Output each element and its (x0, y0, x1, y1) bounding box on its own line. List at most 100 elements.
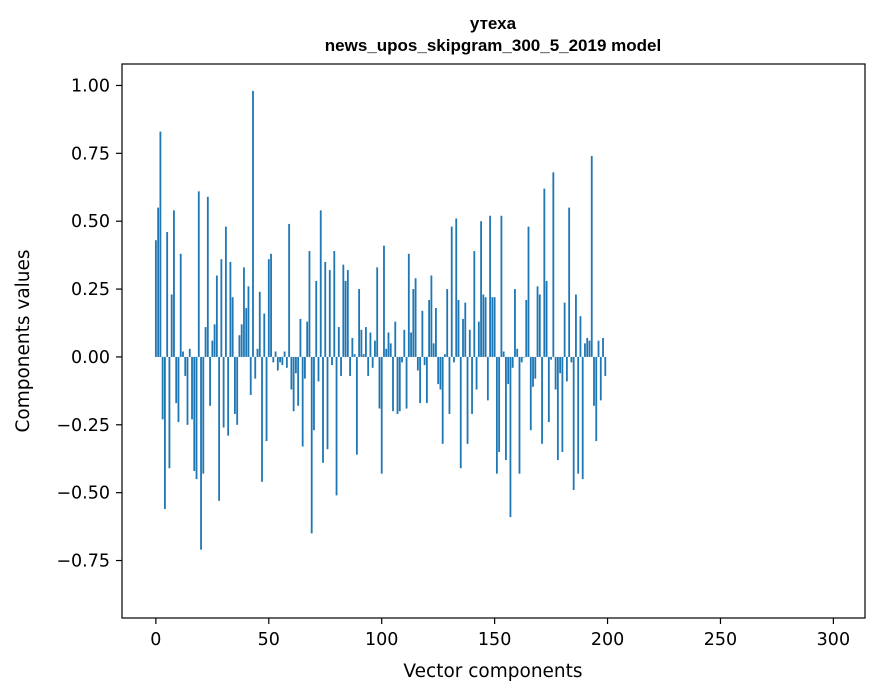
bar-component-163 (523, 356, 525, 358)
bar-component-4 (164, 356, 166, 509)
bar-component-108 (398, 356, 401, 412)
bar-component-31 (224, 226, 227, 357)
bar-component-57 (283, 351, 286, 357)
bar-component-120 (425, 356, 428, 404)
bar-component-196 (597, 340, 600, 357)
bar-component-87 (351, 337, 354, 357)
bar-component-111 (405, 356, 408, 409)
bar-component-154 (502, 351, 505, 357)
bar-component-66 (304, 356, 306, 379)
bar-component-39 (243, 267, 245, 357)
y-tick-label: 0.00 (71, 348, 110, 368)
bar-component-137 (464, 302, 467, 357)
bar-component-157 (509, 356, 512, 518)
bar-component-60 (290, 356, 293, 390)
bar-component-30 (222, 356, 225, 428)
x-tick-label: 300 (817, 630, 850, 650)
bar-component-165 (527, 226, 530, 357)
bar-component-85 (346, 270, 349, 357)
bar-component-171 (541, 356, 543, 444)
bar-component-189 (581, 356, 584, 480)
bar-component-147 (486, 356, 489, 401)
bar-component-129 (446, 289, 449, 357)
bar-component-72 (317, 356, 320, 382)
bar-component-47 (261, 356, 263, 482)
bar-component-53 (274, 351, 277, 357)
bar-component-114 (412, 289, 415, 357)
bar-component-14 (186, 356, 189, 425)
bar-component-102 (385, 348, 388, 357)
y-tick-label: 0.75 (71, 144, 110, 164)
bar-component-185 (572, 356, 575, 490)
bar-component-193 (590, 156, 593, 357)
bar-component-1 (157, 207, 160, 357)
bar-component-123 (432, 343, 435, 357)
y-axis-label: Components values (13, 249, 34, 432)
bar-component-99 (378, 356, 381, 409)
bar-component-20 (200, 356, 202, 550)
bar-component-184 (570, 356, 573, 363)
bar-component-79 (333, 251, 336, 357)
bar-component-166 (529, 356, 532, 431)
bar-component-139 (468, 329, 471, 357)
bar-component-118 (421, 310, 424, 357)
bar-component-146 (484, 297, 487, 357)
bar-series (154, 90, 607, 550)
bar-component-176 (552, 172, 555, 357)
bar-component-71 (315, 280, 318, 357)
bar-component-6 (168, 356, 171, 469)
bar-component-5 (166, 232, 169, 357)
bar-component-91 (360, 329, 363, 357)
bar-component-105 (392, 356, 394, 412)
bar-component-117 (419, 356, 422, 404)
bar-component-29 (220, 259, 223, 357)
bar-component-194 (593, 356, 595, 406)
bar-component-45 (256, 348, 259, 357)
bar-component-54 (276, 356, 279, 371)
bar-component-89 (355, 356, 358, 455)
bar-component-174 (547, 356, 550, 423)
bar-component-191 (586, 337, 589, 357)
bar-component-104 (389, 343, 392, 357)
bar-component-92 (362, 354, 365, 357)
bar-component-112 (407, 253, 410, 357)
bar-component-149 (491, 297, 494, 357)
bar-component-122 (430, 275, 433, 357)
bar-component-63 (297, 356, 300, 406)
bar-component-19 (197, 191, 200, 357)
bar-component-195 (595, 356, 598, 442)
bar-component-25 (211, 340, 214, 357)
y-tick-label: −0.25 (56, 416, 110, 436)
bar-component-126 (439, 356, 442, 390)
bar-component-59 (288, 223, 291, 357)
bar-component-98 (376, 267, 379, 357)
bar-component-88 (353, 354, 356, 357)
bar-component-48 (263, 313, 266, 357)
bar-component-160 (516, 348, 519, 357)
bar-component-192 (588, 340, 591, 357)
x-tick-label: 200 (591, 630, 624, 650)
bar-component-124 (435, 308, 437, 357)
bar-component-97 (374, 340, 376, 357)
bar-component-9 (175, 356, 178, 404)
bar-component-128 (444, 354, 446, 357)
bar-component-82 (340, 356, 342, 376)
bar-component-42 (249, 356, 252, 395)
bar-component-121 (428, 299, 431, 357)
bar-component-2 (159, 131, 162, 357)
bar-component-127 (441, 356, 444, 444)
bar-component-24 (209, 356, 211, 406)
x-tick-label: 0 (150, 630, 161, 650)
bar-component-32 (227, 356, 230, 436)
bar-component-65 (301, 356, 304, 447)
bar-component-175 (550, 356, 552, 360)
bar-component-136 (462, 318, 464, 357)
bar-component-40 (245, 308, 248, 357)
bar-component-168 (534, 356, 537, 379)
bar-component-144 (480, 221, 482, 357)
bar-component-130 (448, 356, 451, 414)
bar-component-35 (234, 356, 236, 414)
bar-component-179 (559, 356, 562, 374)
bar-component-67 (306, 321, 309, 357)
